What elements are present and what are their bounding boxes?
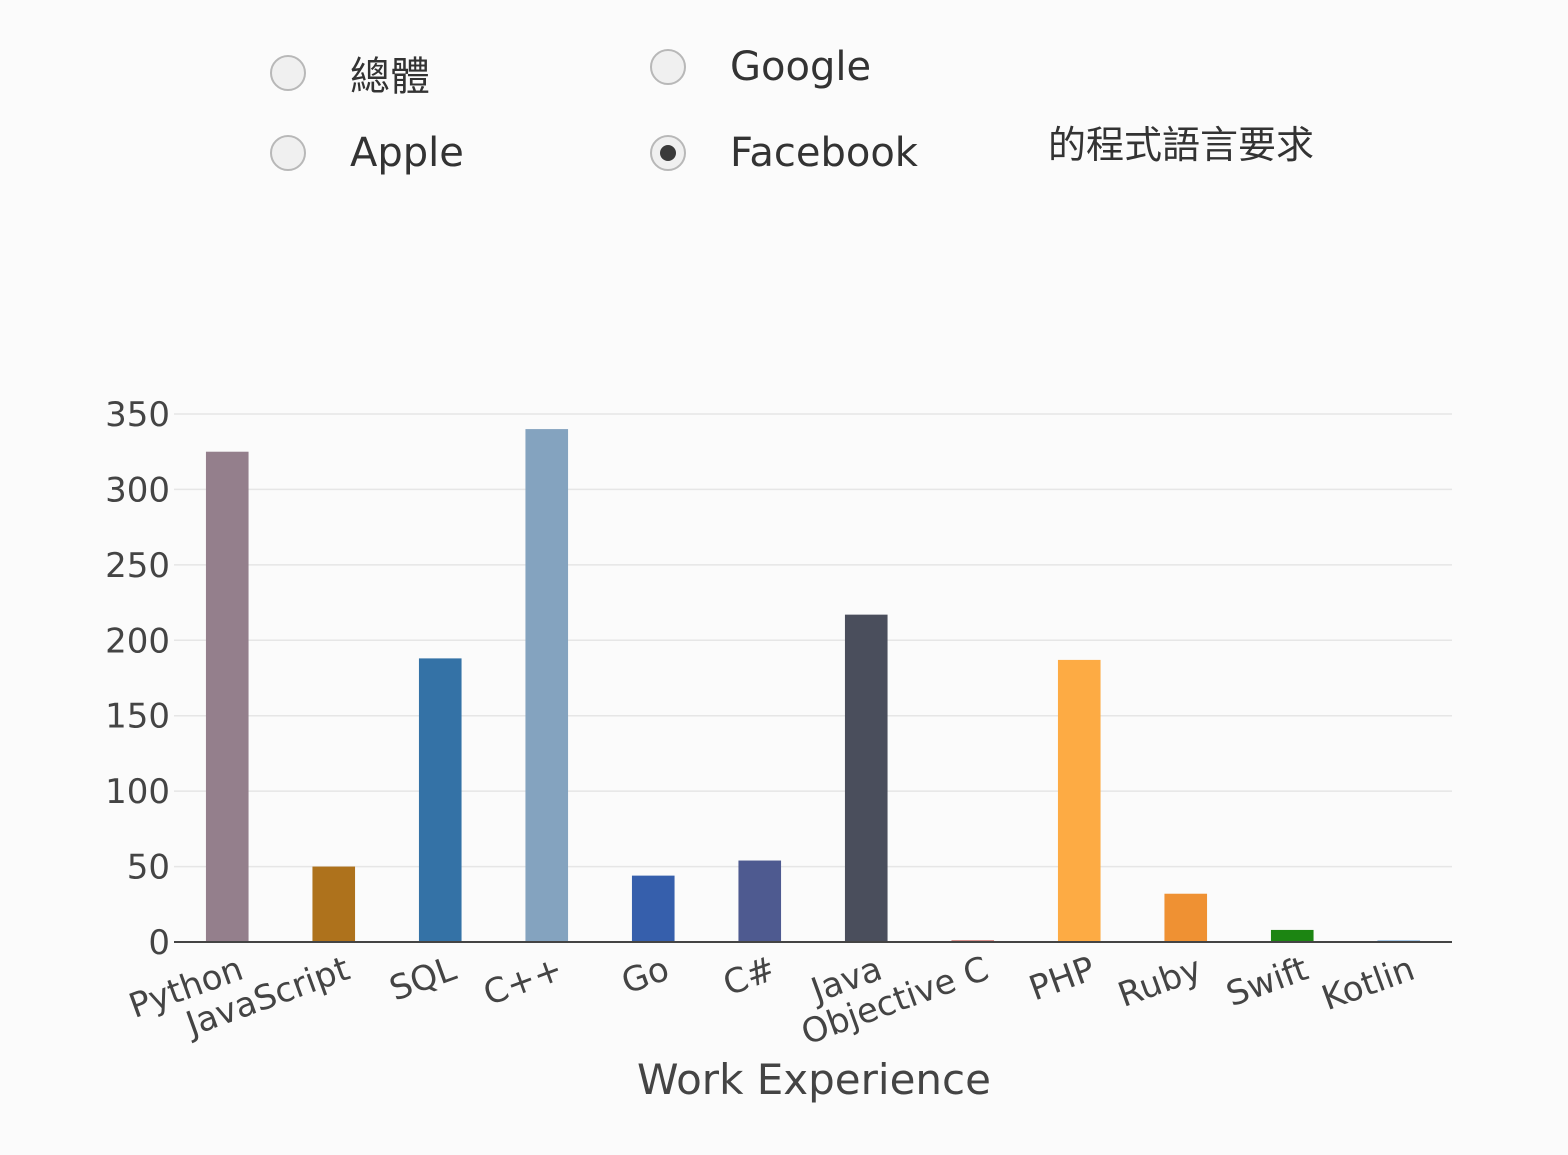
bar-swift[interactable] [1270, 929, 1314, 942]
x-tick-label: Kotlin [1317, 949, 1420, 1019]
y-tick-label: 50 [127, 848, 170, 888]
radio-label-facebook: Facebook [730, 130, 918, 176]
bar-c[interactable] [738, 860, 782, 942]
radio-label-google: Google [730, 44, 872, 90]
y-tick-label: 150 [105, 697, 170, 737]
radio-label-apple: Apple [350, 130, 464, 176]
x-tick-label: Go [616, 949, 674, 1003]
company-filter: 總體 Google Apple Facebook [0, 0, 1568, 200]
y-tick-label: 250 [105, 546, 170, 586]
bar-php[interactable] [1057, 659, 1101, 942]
bar-javascript[interactable] [312, 866, 356, 942]
radio-button[interactable] [650, 49, 686, 85]
radio-label-overall: 總體 [350, 54, 430, 100]
bars [205, 429, 1421, 943]
x-tick-label: C++ [478, 949, 568, 1014]
x-tick-label: Swift [1221, 949, 1313, 1015]
radio-button[interactable] [270, 135, 306, 171]
bar-ruby[interactable] [1164, 893, 1208, 942]
x-tick-label: SQL [384, 949, 461, 1010]
radio-option-apple[interactable]: Apple [270, 130, 464, 176]
x-tick-label: C# [718, 949, 781, 1004]
y-tick-label: 200 [105, 621, 170, 661]
y-tick-label: 350 [105, 395, 170, 435]
bar-sql[interactable] [418, 658, 462, 942]
bar-python[interactable] [205, 451, 249, 942]
bar-java[interactable] [844, 614, 888, 942]
bar-go[interactable] [631, 875, 675, 942]
y-tick-label: 300 [105, 470, 170, 510]
radio-option-facebook[interactable]: Facebook [650, 130, 918, 176]
y-axis-ticks: 0 50 100 150 200 250 300 350 [105, 395, 170, 963]
radio-option-google[interactable]: Google [650, 44, 871, 90]
x-tick-label: PHP [1024, 949, 1100, 1009]
bar-c[interactable] [525, 429, 569, 943]
y-tick-label: 0 [148, 923, 170, 963]
y-tick-label: 100 [105, 772, 170, 812]
x-axis-title: Work Experience [637, 1055, 991, 1104]
language-requirement-label: 的程式語言要求 [1048, 123, 1315, 167]
radio-button[interactable] [270, 55, 306, 91]
radio-option-overall[interactable]: 總體 [270, 44, 430, 102]
x-tick-label: Ruby [1113, 949, 1207, 1016]
radio-button[interactable] [650, 135, 686, 171]
grid-lines [174, 413, 1452, 868]
